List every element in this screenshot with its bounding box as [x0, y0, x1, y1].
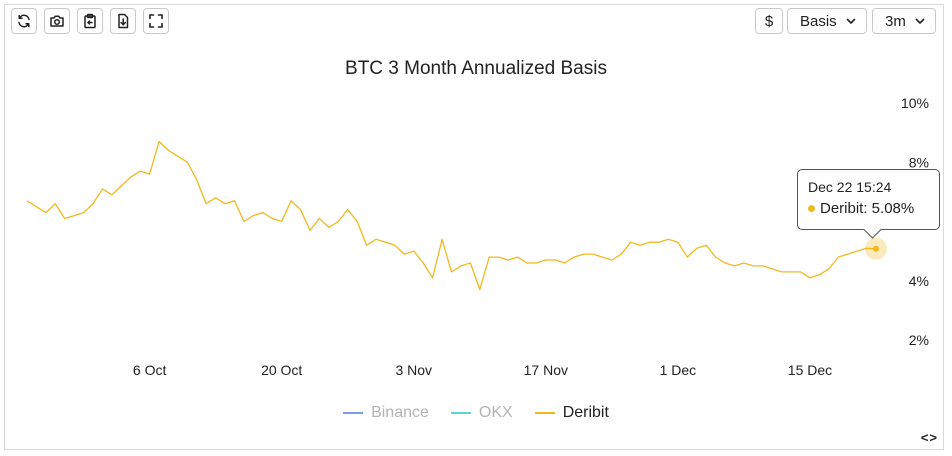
- y-tick-label: 10%: [901, 95, 929, 111]
- legend-label-binance: Binance: [371, 404, 429, 421]
- currency-button[interactable]: $: [755, 8, 783, 34]
- chart-card: [4, 4, 944, 450]
- code-toggle-button[interactable]: <>: [920, 430, 938, 445]
- chart-tooltip: Dec 22 15:24 Deribit: 5.08%: [797, 169, 940, 239]
- fullscreen-icon: [149, 14, 163, 28]
- legend-label-okx: OKX: [478, 404, 513, 421]
- y-tick-label: 8%: [909, 154, 929, 170]
- chart-legend: Binance OKX Deribit: [0, 404, 952, 422]
- series-line-deribit: [26, 140, 877, 291]
- chevron-down-icon: [914, 15, 926, 27]
- y-tick-label: 4%: [909, 273, 929, 289]
- tooltip-value-label: Deribit: 5.08%: [820, 200, 915, 217]
- snapshot-button[interactable]: [44, 8, 70, 34]
- x-tick-label: 15 Dec: [788, 362, 832, 378]
- camera-icon: [50, 15, 64, 27]
- legend-item-okx[interactable]: OKX: [450, 404, 513, 422]
- legend-swatch-okx: [450, 412, 471, 414]
- chart-title: BTC 3 Month Annualized Basis: [345, 58, 607, 79]
- legend-label-deribit: Deribit: [562, 404, 609, 421]
- x-tick-label: 3 Nov: [395, 362, 432, 378]
- fullscreen-button[interactable]: [143, 8, 169, 34]
- metric-select-value: Basis: [800, 12, 837, 30]
- tooltip-time: Dec 22 15:24: [808, 179, 892, 195]
- x-tick-label: 1 Dec: [660, 362, 697, 378]
- chevron-down-icon: [845, 15, 857, 27]
- chart-toolbar: $ Basis 3m: [6, 7, 946, 37]
- currency-label: $: [764, 12, 774, 30]
- range-select-value: 3m: [885, 12, 906, 30]
- refresh-button[interactable]: [11, 8, 37, 34]
- download-icon: [118, 13, 129, 29]
- y-tick-label: 2%: [909, 332, 929, 348]
- x-tick-label: 20 Oct: [261, 362, 302, 378]
- hover-point: [873, 245, 879, 252]
- legend-swatch-binance: [343, 412, 364, 414]
- legend-item-binance[interactable]: Binance: [343, 404, 429, 422]
- legend-item-deribit[interactable]: Deribit: [534, 404, 609, 422]
- clipboard-icon: [84, 13, 96, 29]
- legend-swatch-deribit: [534, 412, 555, 414]
- copy-button[interactable]: [77, 8, 103, 34]
- tooltip-series-dot: [808, 205, 815, 212]
- download-button[interactable]: [110, 8, 136, 34]
- x-tick-label: 6 Oct: [133, 362, 167, 378]
- x-tick-label: 17 Nov: [524, 362, 568, 378]
- refresh-icon: [18, 14, 30, 28]
- range-select[interactable]: 3m: [872, 8, 936, 34]
- metric-select[interactable]: Basis: [787, 8, 867, 34]
